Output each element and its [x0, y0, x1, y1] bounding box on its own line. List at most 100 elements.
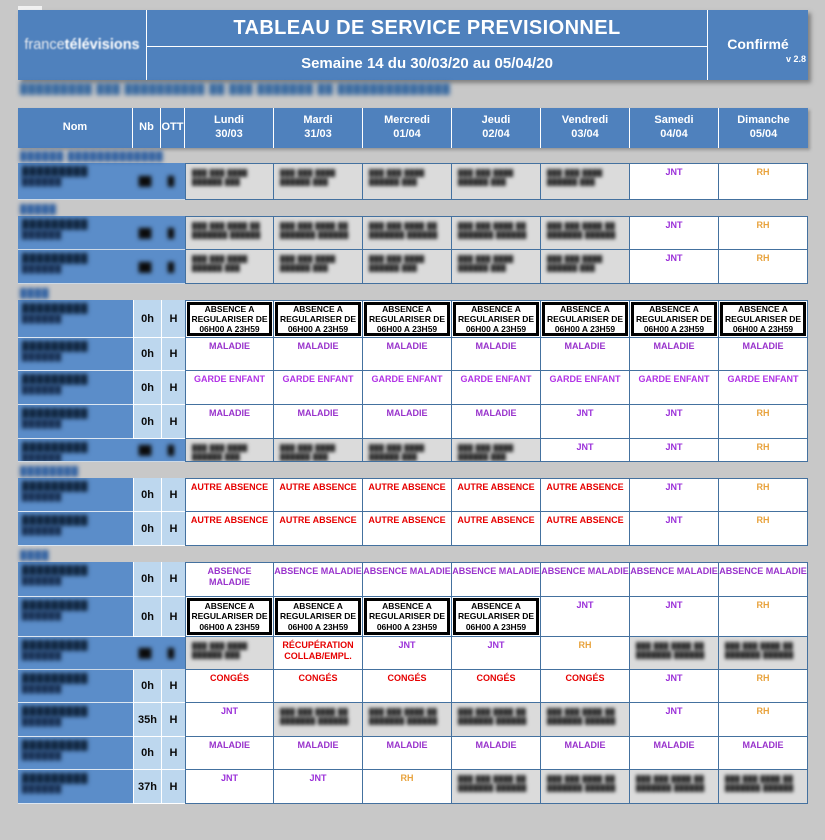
day-cell-redacted[interactable]: ███ ███ ████ ██████ ███ — [274, 163, 363, 200]
day-cell-jnt[interactable]: JNT — [274, 770, 363, 804]
day-cell-jnt[interactable]: JNT — [630, 439, 719, 462]
day-cell-redacted[interactable]: ███ ███ ████ ██████ ███ — [363, 250, 452, 284]
day-cell-redacted[interactable]: ███ ███ ████ ██████ ███ — [185, 250, 274, 284]
day-cell-redacted[interactable]: ███ ███ ████ ██████ ███ — [363, 163, 452, 200]
day-cell-conges[interactable]: CONGÉS — [274, 670, 363, 703]
employee-name-redacted[interactable]: █████████ ██████ — [18, 737, 133, 770]
employee-name-redacted[interactable]: █████████ ██████ — [18, 670, 133, 703]
day-cell-absreg[interactable]: ABSENCE A REGULARISER DE 06H00 A 23H59 — [452, 597, 541, 637]
day-cell-redacted[interactable]: ███ ███ ████ ██ ███████ ██████ — [541, 703, 630, 737]
day-cell-rh[interactable]: RH — [541, 637, 630, 670]
nb-hours-cell[interactable]: 0h — [133, 512, 161, 546]
nb-hours-cell[interactable]: 0h — [133, 737, 161, 770]
day-cell-mal[interactable]: MALADIE — [274, 405, 363, 439]
day-cell-absreg[interactable]: ABSENCE A REGULARISER DE 06H00 A 23H59 — [363, 300, 452, 338]
ott-cell[interactable]: H — [161, 371, 185, 405]
day-cell-mal[interactable]: MALADIE — [719, 338, 808, 371]
day-cell-rh[interactable]: RH — [363, 770, 452, 804]
day-cell-rh[interactable]: RH — [719, 670, 808, 703]
day-cell-redacted[interactable]: ███ ███ ████ ██ ███████ ██████ — [185, 216, 274, 250]
employee-name-redacted[interactable]: █████████ ██████ — [18, 770, 133, 804]
day-cell-mal[interactable]: MALADIE — [630, 737, 719, 770]
day-cell-jnt[interactable]: JNT — [630, 597, 719, 637]
day-cell-redacted[interactable]: ███ ███ ████ ██ ███████ ██████ — [630, 637, 719, 670]
day-cell-absmal[interactable]: ABSENCE MALADIE — [363, 562, 452, 597]
day-cell-absreg[interactable]: ABSENCE A REGULARISER DE 06H00 A 23H59 — [719, 300, 808, 338]
day-cell-absmal[interactable]: ABSENCE MALADIE — [719, 562, 808, 597]
nb-hours-cell[interactable]: 0h — [133, 300, 161, 338]
day-cell-autre[interactable]: AUTRE ABSENCE — [363, 512, 452, 546]
day-cell-rh[interactable]: RH — [719, 216, 808, 250]
day-cell-jnt[interactable]: JNT — [630, 405, 719, 439]
day-cell-garde[interactable]: GARDE ENFANT — [185, 371, 274, 405]
employee-name-redacted[interactable]: █████████ ██████ — [18, 703, 133, 737]
day-cell-mal[interactable]: MALADIE — [541, 338, 630, 371]
day-cell-redacted[interactable]: ███ ███ ████ ██ ███████ ██████ — [541, 770, 630, 804]
day-cell-jnt[interactable]: JNT — [363, 637, 452, 670]
day-cell-mal[interactable]: MALADIE — [452, 405, 541, 439]
day-cell-mal[interactable]: MALADIE — [541, 737, 630, 770]
day-cell-jnt[interactable]: JNT — [541, 439, 630, 462]
ott-cell[interactable]: H — [161, 703, 185, 737]
employee-name-redacted[interactable]: █████████ ██████ — [18, 405, 133, 439]
ott-cell[interactable]: H — [161, 670, 185, 703]
day-cell-redacted[interactable]: ███ ███ ████ ██ ███████ ██████ — [541, 216, 630, 250]
day-cell-redacted[interactable]: ███ ███ ████ ██ ███████ ██████ — [719, 637, 808, 670]
day-cell-redacted[interactable]: ███ ███ ████ ██ ███████ ██████ — [719, 770, 808, 804]
day-cell-autre[interactable]: AUTRE ABSENCE — [274, 512, 363, 546]
day-cell-conges[interactable]: CONGÉS — [363, 670, 452, 703]
day-cell-jnt[interactable]: JNT — [185, 703, 274, 737]
day-cell-rh[interactable]: RH — [719, 478, 808, 512]
day-cell-rh[interactable]: RH — [719, 512, 808, 546]
nb-hours-cell[interactable]: 35h — [133, 703, 161, 737]
day-cell-jnt[interactable]: JNT — [630, 703, 719, 737]
day-cell-absmal[interactable]: ABSENCE MALADIE — [274, 562, 363, 597]
day-cell-redacted[interactable]: ███ ███ ████ ██████ ███ — [185, 637, 274, 670]
day-cell-conges[interactable]: CONGÉS — [452, 670, 541, 703]
day-cell-redacted[interactable]: ███ ███ ████ ██ ███████ ██████ — [452, 216, 541, 250]
day-cell-redacted[interactable]: ███ ███ ████ ██ ███████ ██████ — [363, 216, 452, 250]
day-cell-redacted[interactable]: ███ ███ ████ ██ ███████ ██████ — [274, 216, 363, 250]
day-cell-absmal[interactable]: ABSENCE MALADIE — [541, 562, 630, 597]
day-cell-mal[interactable]: MALADIE — [630, 338, 719, 371]
employee-name-redacted[interactable]: █████████ ██████ — [18, 338, 133, 371]
day-cell-autre[interactable]: AUTRE ABSENCE — [185, 512, 274, 546]
day-cell-mal[interactable]: MALADIE — [363, 405, 452, 439]
day-cell-absreg[interactable]: ABSENCE A REGULARISER DE 06H00 A 23H59 — [185, 597, 274, 637]
day-cell-absreg[interactable]: ABSENCE A REGULARISER DE 06H00 A 23H59 — [630, 300, 719, 338]
day-cell-redacted[interactable]: ███ ███ ████ ██████ ███ — [185, 163, 274, 200]
day-cell-absmal[interactable]: ABSENCE MALADIE — [630, 562, 719, 597]
day-cell-autre[interactable]: AUTRE ABSENCE — [541, 478, 630, 512]
day-cell-absreg[interactable]: ABSENCE A REGULARISER DE 06H00 A 23H59 — [185, 300, 274, 338]
day-cell-rh[interactable]: RH — [719, 597, 808, 637]
day-cell-autre[interactable]: AUTRE ABSENCE — [452, 512, 541, 546]
employee-cells-redacted[interactable]: █████████ ██████ ██ █ — [18, 637, 185, 670]
day-cell-redacted[interactable]: ███ ███ ████ ██████ ███ — [274, 439, 363, 462]
day-cell-recup[interactable]: RÉCUPÉRATION COLLAB/EMPL. — [274, 637, 363, 670]
employee-name-redacted[interactable]: █████████ ██████ — [18, 478, 133, 512]
nb-hours-cell[interactable]: 0h — [133, 562, 161, 597]
day-cell-redacted[interactable]: ███ ███ ████ ██ ███████ ██████ — [452, 770, 541, 804]
day-cell-autre[interactable]: AUTRE ABSENCE — [452, 478, 541, 512]
day-cell-mal[interactable]: MALADIE — [452, 338, 541, 371]
employee-cells-redacted[interactable]: █████████ ██████ ██ █ — [18, 439, 185, 462]
day-cell-autre[interactable]: AUTRE ABSENCE — [363, 478, 452, 512]
day-cell-jnt[interactable]: JNT — [630, 163, 719, 200]
day-cell-absreg[interactable]: ABSENCE A REGULARISER DE 06H00 A 23H59 — [541, 300, 630, 338]
employee-name-redacted[interactable]: █████████ ██████ — [18, 597, 133, 637]
day-cell-conges[interactable]: CONGÉS — [541, 670, 630, 703]
ott-cell[interactable]: H — [161, 478, 185, 512]
day-cell-mal[interactable]: MALADIE — [719, 737, 808, 770]
day-cell-redacted[interactable]: ███ ███ ████ ██ ███████ ██████ — [452, 703, 541, 737]
day-cell-garde[interactable]: GARDE ENFANT — [541, 371, 630, 405]
employee-cells-redacted[interactable]: █████████ ██████ ██ █ — [18, 163, 185, 200]
employee-cells-redacted[interactable]: █████████ ██████ ██ █ — [18, 216, 185, 250]
day-cell-conges[interactable]: CONGÉS — [185, 670, 274, 703]
ott-cell[interactable]: H — [161, 338, 185, 371]
day-cell-mal[interactable]: MALADIE — [363, 737, 452, 770]
ott-cell[interactable]: H — [161, 770, 185, 804]
day-cell-mal[interactable]: MALADIE — [274, 338, 363, 371]
day-cell-redacted[interactable]: ███ ███ ████ ██████ ███ — [274, 250, 363, 284]
day-cell-jnt[interactable]: JNT — [630, 670, 719, 703]
day-cell-rh[interactable]: RH — [719, 439, 808, 462]
